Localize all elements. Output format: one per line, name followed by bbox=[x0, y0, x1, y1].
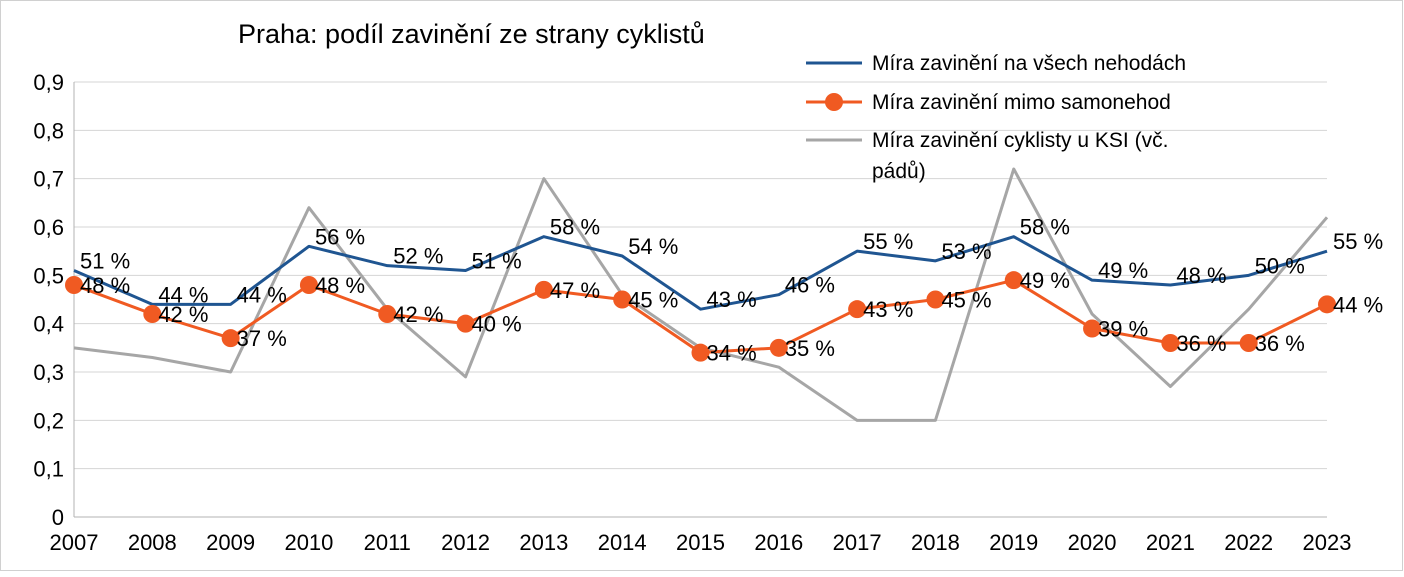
series-2-point bbox=[926, 290, 945, 309]
data-label: 45 % bbox=[941, 288, 991, 313]
data-label: 48 % bbox=[80, 273, 130, 298]
data-label: 44 % bbox=[1333, 292, 1383, 317]
x-tick-label: 2009 bbox=[206, 530, 255, 555]
x-tick-label: 2007 bbox=[50, 530, 99, 555]
axes: 0 0,1 0,2 0,3 0,4 0,5 0,6 0,7 0,8 0,9 2007 2008 2009… bbox=[33, 70, 1351, 555]
y-tick-label: 0,5 bbox=[33, 263, 64, 288]
x-tick-label: 2015 bbox=[676, 530, 725, 555]
data-label: 54 % bbox=[628, 234, 678, 259]
legend-label-1: Míra zavinění na všech nehodách bbox=[872, 52, 1186, 75]
data-label: 51 % bbox=[80, 249, 130, 274]
x-tick-label: 2011 bbox=[364, 530, 411, 555]
data-label: 37 % bbox=[237, 326, 287, 351]
x-tick-label: 2013 bbox=[519, 530, 568, 555]
y-tick-label: 0,2 bbox=[33, 408, 64, 433]
series-2-point bbox=[1161, 334, 1180, 352]
y-tick-label: 0,6 bbox=[33, 215, 64, 240]
data-label: 49 % bbox=[1020, 268, 1070, 293]
x-tick-label: 2022 bbox=[1224, 530, 1273, 555]
data-label: 52 % bbox=[393, 244, 443, 269]
data-label: 44 % bbox=[237, 282, 287, 307]
x-tick-label: 2014 bbox=[598, 530, 647, 555]
data-label: 48 % bbox=[315, 273, 365, 298]
x-tick-label: 2020 bbox=[1068, 530, 1117, 555]
chart-title: Praha: podíl zavinění ze strany cyklistů bbox=[238, 19, 705, 49]
data-label: 46 % bbox=[785, 273, 835, 298]
legend-label-3: pádů) bbox=[872, 160, 926, 183]
data-label: 55 % bbox=[863, 229, 913, 254]
series-2-point bbox=[143, 305, 162, 323]
data-label: 48 % bbox=[1176, 263, 1226, 288]
x-tick-label: 2019 bbox=[989, 530, 1038, 555]
y-tick-label: 0 bbox=[52, 505, 64, 530]
data-label: 53 % bbox=[941, 239, 991, 264]
legend-marker bbox=[825, 93, 843, 111]
y-tick-label: 0,9 bbox=[33, 70, 64, 95]
series-2-point bbox=[1083, 319, 1102, 338]
series-2-point bbox=[613, 290, 632, 309]
data-label: 58 % bbox=[550, 215, 600, 240]
data-label: 55 % bbox=[1333, 229, 1383, 254]
data-label: 42 % bbox=[158, 302, 208, 327]
grid bbox=[74, 81, 1327, 518]
legend-label-3: Míra zavinění cyklisty u KSI (vč. bbox=[872, 129, 1168, 152]
series-2-point bbox=[534, 280, 553, 299]
y-tick-label: 0,3 bbox=[33, 360, 64, 385]
data-label: 36 % bbox=[1255, 331, 1305, 356]
data-label: 39 % bbox=[1098, 317, 1148, 342]
series-2-point bbox=[848, 300, 867, 319]
data-label: 56 % bbox=[315, 224, 365, 249]
x-tick-label: 2023 bbox=[1303, 530, 1352, 555]
x-tick-label: 2012 bbox=[441, 530, 490, 555]
series-2-point bbox=[769, 338, 788, 357]
data-label: 35 % bbox=[785, 336, 835, 361]
x-tick-label: 2016 bbox=[754, 530, 803, 555]
data-label: 34 % bbox=[707, 341, 757, 366]
data-label: 43 % bbox=[707, 287, 757, 312]
y-tick-label: 0,7 bbox=[33, 167, 64, 192]
data-label: 49 % bbox=[1098, 258, 1148, 283]
data-label: 47 % bbox=[550, 278, 600, 303]
data-label: 36 % bbox=[1176, 331, 1226, 356]
x-tick-label: 2018 bbox=[911, 530, 960, 555]
legend-label-2: Míra zavinění mimo samonehod bbox=[872, 91, 1171, 114]
x-tick-label: 2017 bbox=[833, 530, 882, 555]
x-tick-label: 2010 bbox=[284, 530, 333, 555]
series-2-point bbox=[378, 305, 397, 323]
series-2-point bbox=[1318, 295, 1336, 314]
legend: Míra zavinění na všech nehodách Míra zavi… bbox=[806, 52, 1186, 183]
series-layer bbox=[65, 167, 1336, 422]
data-label: 45 % bbox=[628, 288, 678, 313]
series-2-point bbox=[456, 314, 475, 333]
x-tick-label: 2021 bbox=[1146, 530, 1195, 555]
data-label: 43 % bbox=[863, 297, 913, 322]
series-line-1 bbox=[73, 235, 1328, 311]
series-2-point bbox=[691, 343, 710, 362]
x-tick-label: 2008 bbox=[128, 530, 177, 555]
data-labels: 51 % 44 % 44 % 56 % 52 % 51 % 58 % 54 % 43 % 46 %… bbox=[80, 215, 1383, 366]
y-tick-label: 0,4 bbox=[33, 312, 64, 337]
data-label: 42 % bbox=[393, 302, 443, 327]
data-label: 44 % bbox=[158, 282, 208, 307]
data-label: 50 % bbox=[1255, 253, 1305, 278]
y-tick-label: 0,8 bbox=[33, 118, 64, 143]
series-2-point bbox=[1004, 271, 1023, 290]
series-2-point bbox=[299, 276, 318, 294]
series-2-point bbox=[1239, 334, 1258, 352]
series-2-point bbox=[221, 329, 240, 348]
data-label: 51 % bbox=[472, 249, 522, 274]
series-2-point bbox=[65, 276, 83, 294]
y-tick-label: 0,1 bbox=[33, 457, 64, 482]
data-label: 58 % bbox=[1020, 215, 1070, 240]
data-label: 40 % bbox=[472, 312, 522, 337]
